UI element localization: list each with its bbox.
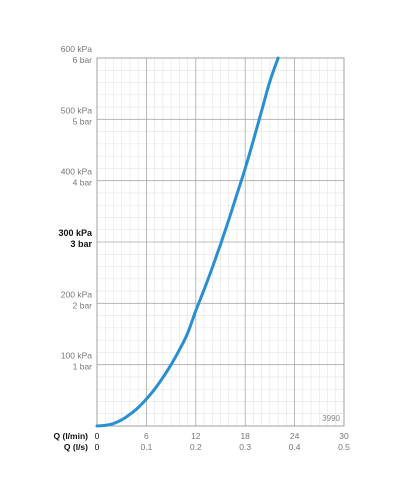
x-tick-label-ls: 0.2	[190, 442, 202, 452]
y-tick-label-bar: 1 bar	[73, 362, 93, 372]
y-tick-label-kpa: 500 kPa	[61, 105, 92, 115]
y-tick-label-kpa: 400 kPa	[61, 167, 92, 177]
y-tick-label-kpa: 100 kPa	[61, 351, 92, 361]
y-tick-label-bar: 2 bar	[73, 300, 93, 310]
x-axis-name-lmin: Q (l/min)	[54, 431, 89, 441]
y-tick-label-kpa: 600 kPa	[61, 44, 92, 54]
x-tick-label-ls: 0.5	[338, 442, 350, 452]
x-tick-label-lmin: 18	[240, 431, 250, 441]
x-tick-label-lmin: 0	[95, 431, 100, 441]
x-axis-labels: 00 60.1 120.2 180.3 240.4 300.5	[95, 431, 351, 452]
x-tick-label-ls: 0.3	[239, 442, 251, 452]
series-line	[95, 56, 280, 428]
x-tick-label-ls: 0.4	[289, 442, 301, 452]
y-tick-label-kpa: 300 kPa	[58, 228, 93, 238]
x-tick-label-lmin: 12	[191, 431, 201, 441]
y-tick-label-bar: 4 bar	[73, 178, 93, 188]
x-tick-label-lmin: 24	[290, 431, 300, 441]
y-tick-label-bar: 5 bar	[73, 116, 93, 126]
plot-frame	[96, 57, 345, 427]
x-tick-label-ls: 0	[95, 442, 100, 452]
y-tick-label-bar: 6 bar	[73, 55, 93, 65]
y-tick-label-bar: 3 bar	[70, 239, 92, 249]
x-tick-label-ls: 0.1	[140, 442, 152, 452]
x-axis-name-ls: Q (l/s)	[64, 442, 88, 452]
x-tick-label-lmin: 6	[144, 431, 149, 441]
chart-annotation: 3990	[322, 414, 340, 423]
y-tick-label-kpa: 200 kPa	[61, 289, 92, 299]
x-tick-label-lmin: 30	[339, 431, 349, 441]
